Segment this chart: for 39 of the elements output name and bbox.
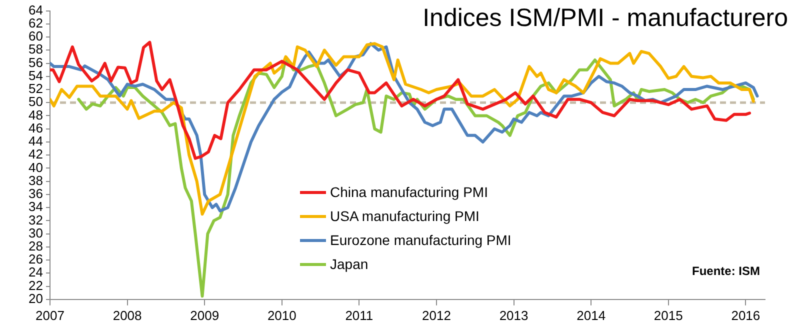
legend-label: China manufacturing PMI xyxy=(330,184,488,200)
y-tick-label: 32 xyxy=(28,212,43,228)
legend-label: USA manufacturing PMI xyxy=(330,208,480,224)
x-tick-label: 2009 xyxy=(190,308,220,323)
y-tick-label: 34 xyxy=(28,199,43,214)
y-tick-label: 22 xyxy=(28,278,43,293)
x-tick-label: 2013 xyxy=(499,308,528,323)
x-tick-label: 2008 xyxy=(112,308,142,323)
y-tick-label: 24 xyxy=(28,264,43,280)
x-tick-label: 2015 xyxy=(654,308,683,323)
y-tick-label: 46 xyxy=(28,120,43,136)
legend-label: Japan xyxy=(330,256,368,272)
y-tick-label: 42 xyxy=(28,146,43,162)
legend-label: Eurozone manufacturing PMI xyxy=(330,232,512,248)
y-tick-label: 54 xyxy=(28,68,43,83)
y-tick-label: 44 xyxy=(28,134,43,149)
x-tick-label: 2011 xyxy=(345,308,374,323)
y-tick-label: 52 xyxy=(28,81,43,96)
x-tick-label: 2016 xyxy=(731,308,760,323)
y-tick-label: 60 xyxy=(28,28,43,44)
y-tick-label: 62 xyxy=(28,15,43,30)
annotation: Fuente: ISM xyxy=(692,264,760,278)
y-tick-label: 48 xyxy=(28,107,43,122)
x-tick-label: 2012 xyxy=(422,308,451,323)
y-tick-label: 36 xyxy=(28,186,43,202)
y-tick-label: 28 xyxy=(28,238,43,254)
y-tick-label: 20 xyxy=(28,290,43,306)
y-tick-label: 30 xyxy=(28,225,43,240)
y-tick-label: 50 xyxy=(28,94,43,110)
y-tick-label: 38 xyxy=(28,172,43,188)
x-tick-label: 2010 xyxy=(267,308,296,323)
y-tick-label: 56 xyxy=(28,54,43,70)
x-tick-label: 2014 xyxy=(576,308,606,323)
chart-title: Indices ISM/PMI - manufacturero xyxy=(422,4,788,33)
y-tick-label: 58 xyxy=(28,42,43,57)
x-tick-label: 2007 xyxy=(36,308,64,323)
y-tick-label: 26 xyxy=(28,252,43,267)
y-tick-label: 40 xyxy=(28,160,43,175)
y-tick-label: 64 xyxy=(28,2,43,18)
